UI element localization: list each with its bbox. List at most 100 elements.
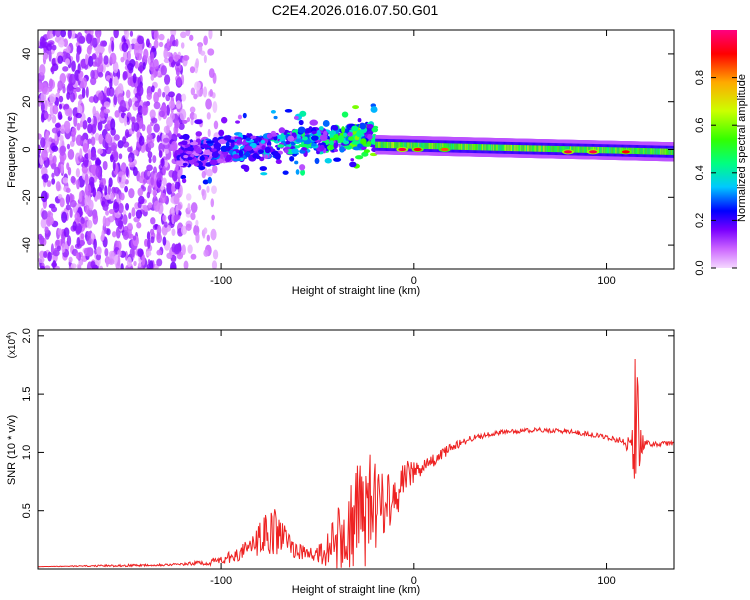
spectrogram-cell [44,226,49,234]
spectrogram-cell [171,228,176,236]
spectrogram-cell [193,162,200,167]
spectrogram-cell [245,137,251,141]
spectrogram-cell [150,51,155,63]
spectrogram-cell [333,142,338,149]
spectrogram-cell [352,105,359,110]
spectrogram-cell [162,214,167,222]
spectrogram-cell [93,116,98,128]
spectrogram-cell [203,54,207,64]
spectrogram-cell [99,110,105,119]
colorbar-gradient [711,30,737,268]
spectrogram-cell [237,114,243,120]
spectrogram-cell [112,61,119,74]
spectrogram-cell [70,175,76,184]
spectrogram-cell [97,71,104,78]
spectrogram-cell [71,60,76,72]
spectrogram-cell [59,197,65,208]
spectrogram-cell [69,107,73,119]
spectrogram-cell [156,224,162,236]
spectrogram-cell [291,148,299,154]
spectrogram-cell [144,238,148,247]
spectrogram-cell [61,243,66,253]
colorbar-tick-label: 0.0 [694,260,706,275]
spectrogram-cell [90,232,95,240]
spectrogram-cell [51,127,59,134]
spectrogram-cell [109,154,114,163]
spectrogram-cell [106,228,111,236]
spectrogram-cell [264,154,269,159]
spectrogram-cell [220,153,224,159]
spectrogram-cell [141,124,146,132]
spectrogram-cell [95,159,102,166]
spectrogram-cell [298,119,304,126]
y-tick-label: 0 [21,146,33,152]
spectrogram-cell [257,149,264,154]
spectrogram-cell [160,185,165,191]
spectrogram-cell [127,76,134,86]
spectrogram-cell [102,204,109,211]
spectrogram-cell [109,52,117,65]
spectrogram-cell [121,42,129,53]
spectrogram-cell [40,190,48,203]
spectrogram-cell [121,174,127,183]
spectrogram-cell [171,182,176,194]
spectrogram-cell [194,81,201,91]
spectrogram-cell [164,148,169,154]
spectrogram-cell [236,139,243,145]
spectrogram-cell [51,206,58,213]
spectrogram-cell [47,251,52,262]
spectrogram-cell [75,168,80,178]
spectrogram-cell [128,188,135,199]
spectrogram-cell [81,77,88,89]
spectrogram-cell [74,212,80,221]
spectrogram-cell [51,262,58,268]
spectrogram-cell [169,40,173,47]
spectrogram-cell [79,148,83,159]
spectrogram-cell [112,231,117,238]
spectrogram-cell [119,99,127,112]
snr-frame [37,329,675,570]
spectrogram-cell [120,263,124,269]
spectrogram-cell [62,177,69,184]
spectrogram-cell [117,83,124,96]
spectrogram-cell [203,227,208,235]
spectrogram-cell [102,160,108,171]
spectrogram-cell [141,254,146,266]
spectrogram-cell [202,179,209,185]
spectrogram-cell [166,116,173,128]
spectrogram-cell [113,76,119,87]
spectrogram-cell [43,42,50,49]
spectrogram-cell [211,151,220,158]
spectrogram-cell [207,176,212,184]
spectrogram-cell [156,233,162,244]
spectrogram-cell [239,157,244,162]
spectrogram-cell [264,146,271,154]
spectrogram-cell [270,110,276,114]
spectrogram-cell [255,155,261,160]
spectrogram-cell [127,51,131,62]
spectrogram-cell [51,145,59,152]
spectrogram-cell [189,106,196,113]
spectrogram-cell [181,244,186,256]
spectrogram-cell [190,202,198,214]
spectrogram-cell [104,194,112,200]
y-tick-label: 1.0 [21,445,33,460]
spectrogram-cell [147,238,151,250]
spectrogram-cell [68,73,76,86]
spectrogram-cell [96,33,101,45]
spectrogram-cell [232,154,240,159]
spectrogram-cell [57,55,64,64]
spectrogram-cell [63,103,70,110]
spectrogram-cell [156,134,161,143]
spectrogram-cell [87,148,92,160]
snr-xlabel: Height of straight line (km) [292,584,420,596]
spectrogram-cell [242,112,247,119]
x-tick-label: 0 [411,575,417,587]
spectrogram-cell [341,111,349,118]
spectrogram-cell [207,48,215,56]
spectrogram-cell [128,212,132,220]
spectrogram-cell [71,127,77,136]
spectrogram-cell [92,106,97,117]
spectrogram-cell [343,132,347,137]
spectrogram-cell [170,140,178,153]
